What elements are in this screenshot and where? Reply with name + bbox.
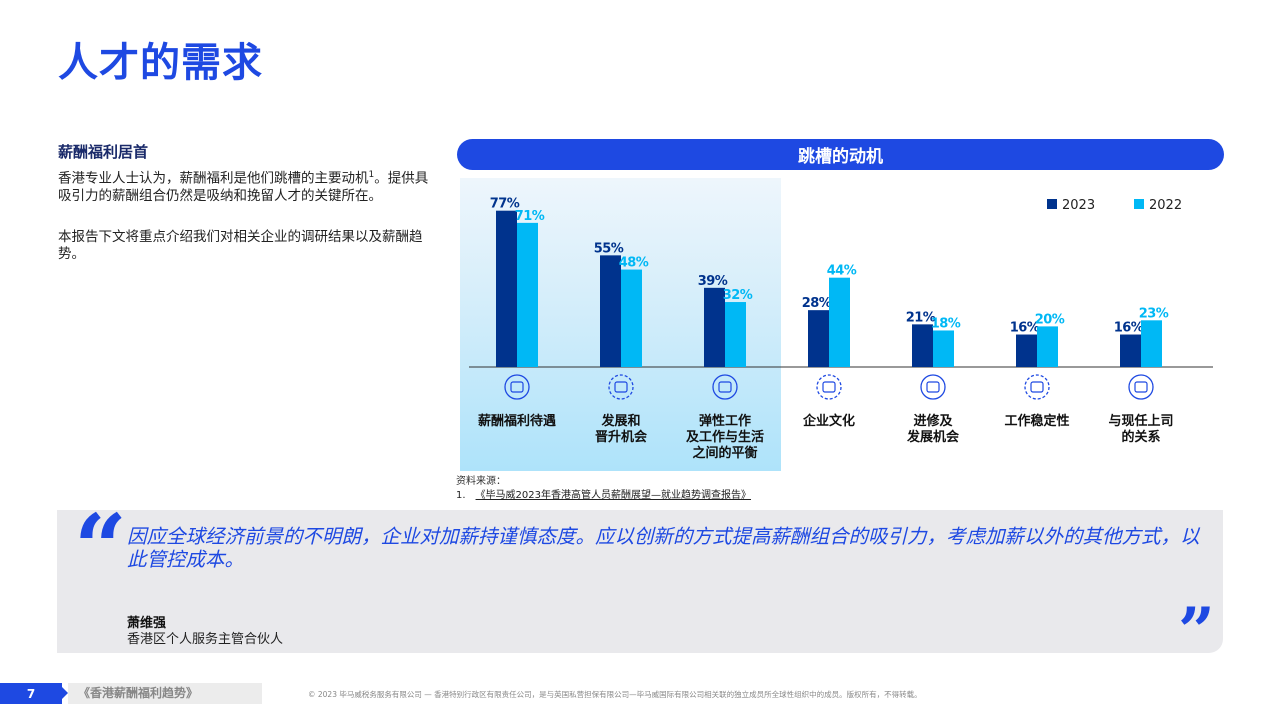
- section-heading: 薪酬福利居首: [58, 143, 149, 161]
- footnote-ref[interactable]: 1: [368, 170, 375, 180]
- bar-2022: [1037, 326, 1058, 367]
- data-label: 71%: [515, 209, 545, 224]
- category-label: 及工作与生活: [686, 429, 764, 445]
- work-life-balance-icon: [712, 374, 738, 400]
- chart-banner: 跳槽的动机: [457, 139, 1224, 170]
- intro-paragraph: 香港专业人士认为，薪酬福利是他们跳槽的主要动机1。提供具吸引力的薪酬组合仍然是吸…: [58, 167, 430, 205]
- career-ladder-icon: [608, 374, 634, 400]
- stability-icon: [1024, 374, 1050, 400]
- legend-label: 2022: [1149, 198, 1182, 213]
- data-label: 23%: [1139, 306, 1169, 321]
- source-label: 资料来源：: [456, 476, 506, 487]
- category-label: 之间的平衡: [692, 445, 757, 461]
- bar-2022: [933, 330, 954, 367]
- data-label: 21%: [906, 310, 936, 325]
- quote-author-role: 香港区个人服务主管合伙人: [127, 632, 284, 647]
- data-label: 32%: [723, 288, 753, 303]
- training-icon: [920, 374, 946, 400]
- page-title: 人才的需求: [58, 40, 263, 86]
- intro-text-cont: 。提供具吸引力的薪酬组合仍然是吸纳和挽留人才的关键所在。: [58, 170, 429, 204]
- data-label: 16%: [1010, 321, 1040, 336]
- category-label: 进修及: [913, 413, 953, 429]
- data-label: 48%: [619, 256, 649, 271]
- salary-icon: [504, 374, 530, 400]
- page-number: 7: [0, 683, 62, 704]
- category-label: 晋升机会: [595, 429, 648, 445]
- data-label: 20%: [1035, 312, 1065, 327]
- bar-2023: [704, 287, 725, 367]
- source-index: 1.: [456, 490, 466, 501]
- quote-box: [57, 510, 1223, 653]
- bar-2023: [912, 324, 933, 367]
- bar-2022: [1141, 320, 1162, 367]
- category-label: 与现任上司: [1108, 413, 1173, 429]
- legend-swatch-2023: [1047, 199, 1057, 209]
- chevron-right-icon: [58, 683, 68, 703]
- bar-2023: [1016, 334, 1037, 367]
- data-label: 55%: [594, 241, 624, 256]
- data-label: 77%: [490, 197, 520, 212]
- close-quote-icon: ”: [1178, 594, 1215, 669]
- category-label: 的关系: [1121, 429, 1160, 445]
- bar-2022: [829, 277, 850, 367]
- category-label: 发展机会: [906, 429, 960, 445]
- bar-2022: [725, 302, 746, 367]
- bar-2023: [1120, 334, 1141, 367]
- report-paragraph: 本报告下文将重点介绍我们对相关企业的调研结果以及薪酬趋势。: [58, 229, 423, 262]
- culture-icon: [816, 374, 842, 400]
- category-label: 薪酬福利待遇: [478, 413, 556, 429]
- bar-2023: [496, 210, 517, 367]
- data-label: 28%: [802, 296, 832, 311]
- source-item: 1. 《毕马威2023年香港高管人员薪酬展望—就业趋势调查报告》: [456, 486, 751, 501]
- intro-text: 香港专业人士认为，薪酬福利是他们跳槽的主要动机: [58, 170, 369, 187]
- bar-2023: [808, 310, 829, 367]
- open-quote-icon: “: [74, 494, 127, 602]
- bar-2023: [600, 255, 621, 367]
- category-label: 工作稳定性: [1004, 413, 1069, 429]
- manager-relationship-icon: [1128, 374, 1154, 400]
- source-link[interactable]: 《毕马威2023年香港高管人员薪酬展望—就业趋势调查报告》: [475, 490, 751, 501]
- copyright-notice: © 2023 毕马威税务服务有限公司 — 香港特别行政区有限责任公司，是与英国私…: [308, 690, 922, 699]
- category-label: 弹性工作: [699, 413, 751, 429]
- bar-2022: [621, 269, 642, 367]
- quote-text: 因应全球经济前景的不明朗，企业对加薪持谨慎态度。应以创新的方式提高薪酬组合的吸引…: [127, 525, 1200, 571]
- bar-2022: [517, 222, 538, 367]
- data-label: 39%: [698, 274, 728, 289]
- category-label: 企业文化: [802, 413, 855, 429]
- legend-swatch-2022: [1134, 199, 1144, 209]
- category-label: 发展和: [600, 413, 640, 429]
- data-label: 18%: [931, 316, 961, 331]
- quote-author: 萧维强: [127, 616, 167, 631]
- document-title: 《香港薪酬福利趋势》: [68, 683, 262, 704]
- legend-label: 2023: [1062, 198, 1095, 213]
- data-label: 16%: [1114, 321, 1144, 336]
- data-label: 44%: [827, 264, 857, 279]
